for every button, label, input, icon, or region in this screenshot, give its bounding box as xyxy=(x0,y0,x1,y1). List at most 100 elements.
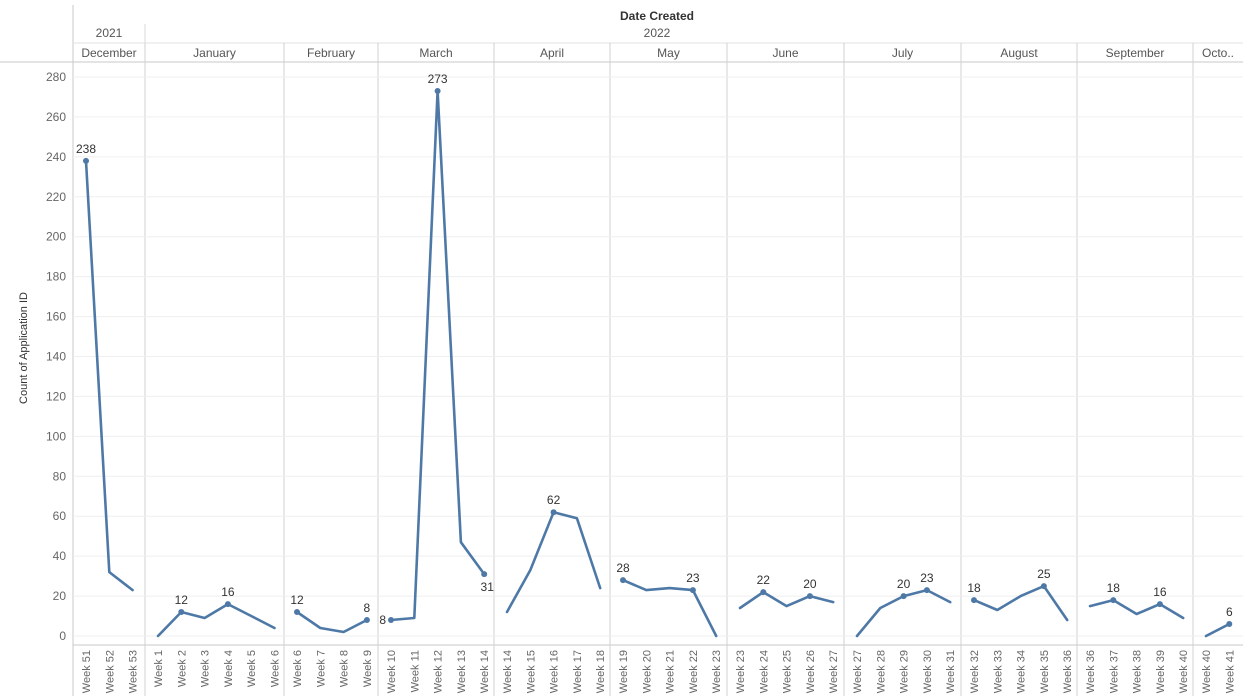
data-label: 20 xyxy=(803,577,817,591)
week-tick-label: Week 24 xyxy=(758,650,770,693)
week-tick-label: Week 25 xyxy=(782,650,794,693)
y-tick-label: 220 xyxy=(46,190,66,204)
week-tick-label: Week 39 xyxy=(1155,650,1167,693)
week-tick-label: Week 34 xyxy=(1016,650,1028,693)
series-line xyxy=(1088,598,1185,620)
month-header: March xyxy=(419,46,452,60)
month-header: September xyxy=(1106,46,1165,60)
week-tick-label: Week 40 xyxy=(1201,650,1213,693)
week-tick-label: Week 6 xyxy=(270,650,282,687)
data-point xyxy=(83,157,89,164)
series-line xyxy=(1204,622,1231,638)
chart-title: Date Created xyxy=(620,9,694,23)
y-tick-label: 20 xyxy=(53,589,67,603)
data-point xyxy=(689,587,696,594)
series-line xyxy=(84,159,134,592)
y-tick-label: 260 xyxy=(46,110,66,124)
week-tick-label: Week 3 xyxy=(200,650,212,687)
series-line xyxy=(295,610,369,634)
y-tick-label: 120 xyxy=(46,389,66,403)
week-tick-label: Week 7 xyxy=(315,650,327,687)
week-tick-label: Week 21 xyxy=(665,650,677,693)
week-tick-label: Week 51 xyxy=(81,650,93,693)
data-label: 31 xyxy=(481,580,495,594)
data-label: 16 xyxy=(1153,585,1167,599)
week-tick-label: Week 15 xyxy=(525,650,537,693)
data-label: 62 xyxy=(547,493,561,507)
week-tick-label: Week 22 xyxy=(688,650,700,693)
data-point xyxy=(971,597,977,604)
data-label: 25 xyxy=(1037,567,1051,581)
year-header: 2022 xyxy=(644,26,671,40)
data-point xyxy=(363,617,370,623)
week-tick-label: Week 16 xyxy=(549,650,561,693)
y-tick-label: 80 xyxy=(53,469,67,483)
week-tick-label: Week 31 xyxy=(945,650,957,693)
week-tick-label: Week 23 xyxy=(735,650,747,693)
week-tick-label: Week 20 xyxy=(641,650,653,693)
data-label: 28 xyxy=(616,561,630,575)
grid xyxy=(73,76,1243,637)
week-tick-label: Week 14 xyxy=(479,650,491,693)
data-point xyxy=(1156,601,1163,608)
week-tick-label: Week 5 xyxy=(246,650,258,687)
data-point xyxy=(294,609,300,615)
week-tick-label: Week 10 xyxy=(386,650,398,693)
data-label: 18 xyxy=(1107,581,1121,595)
x-axis-week-labels: Week 51 Week 52 Week 53 Week 1 Week 2 Week 3 W… xyxy=(81,650,1236,693)
y-tick-label: 180 xyxy=(46,270,66,284)
month-header: February xyxy=(307,46,355,60)
week-tick-label: Week 37 xyxy=(1108,650,1120,693)
week-tick-label: Week 23 xyxy=(711,650,723,693)
week-tick-label: Week 33 xyxy=(992,650,1004,693)
data-label: 12 xyxy=(175,593,189,607)
data-point xyxy=(434,88,441,94)
week-tick-label: Week 12 xyxy=(433,650,445,693)
week-tick-label: Week 36 xyxy=(1085,650,1097,693)
data-label: 6 xyxy=(1226,605,1233,619)
date-headers: 2021 2022 December January February March Apri… xyxy=(81,26,1234,60)
series-line xyxy=(738,590,835,610)
week-tick-label: Week 29 xyxy=(899,650,911,693)
data-point xyxy=(178,609,185,615)
y-tick-label: 160 xyxy=(46,310,66,324)
month-header: May xyxy=(657,46,680,60)
week-tick-label: Week 17 xyxy=(572,650,584,693)
data-label: 22 xyxy=(757,573,771,587)
y-tick-label: 140 xyxy=(46,350,66,364)
month-header: July xyxy=(892,46,913,60)
data-label: 23 xyxy=(686,571,700,585)
data-point xyxy=(760,589,767,596)
data-label: 238 xyxy=(76,142,96,156)
week-tick-label: Week 11 xyxy=(409,650,421,692)
week-tick-label: Week 6 xyxy=(292,650,304,687)
week-tick-label: Week 8 xyxy=(339,650,351,687)
data-point xyxy=(550,509,557,516)
data-point xyxy=(923,587,930,594)
y-axis-ticks: 0 20 40 60 80 100 120 140 160 180 200 220 240 260 280 xyxy=(46,70,66,643)
series-line xyxy=(972,584,1069,622)
week-tick-label: Week 27 xyxy=(828,650,840,693)
week-tick-label: Week 9 xyxy=(362,650,374,687)
week-tick-label: Week 2 xyxy=(176,650,188,687)
data-labels: 238 12 16 12 88 273 31 62 28 23 22 20 20 23 18 25 18 16 6 xyxy=(76,72,1233,627)
data-series xyxy=(83,88,1233,638)
data-point xyxy=(806,593,813,600)
y-tick-label: 40 xyxy=(53,549,67,563)
data-point xyxy=(900,593,907,600)
month-header: December xyxy=(81,46,136,60)
data-point xyxy=(1040,583,1047,590)
month-header: June xyxy=(772,46,798,60)
week-tick-label: Week 1 xyxy=(153,650,165,687)
y-tick-label: 100 xyxy=(46,429,66,443)
week-tick-label: Week 52 xyxy=(104,650,116,693)
series-line xyxy=(505,510,602,614)
week-tick-label: Week 32 xyxy=(969,650,981,693)
month-header: August xyxy=(1000,46,1038,60)
week-tick-label: Week 13 xyxy=(456,650,468,693)
data-label: 273 xyxy=(428,72,448,86)
chart-frame xyxy=(0,5,1243,696)
y-tick-label: 0 xyxy=(59,629,66,643)
data-label: 12 xyxy=(290,593,304,607)
